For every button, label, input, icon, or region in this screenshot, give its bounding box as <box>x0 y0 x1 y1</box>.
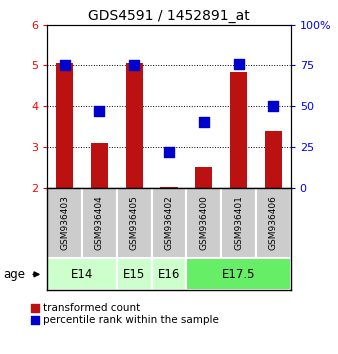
Bar <box>221 188 256 258</box>
Point <box>166 149 172 155</box>
Text: age: age <box>3 268 25 281</box>
Bar <box>265 131 282 188</box>
Point <box>62 63 67 68</box>
Bar <box>186 188 221 258</box>
Point <box>97 108 102 114</box>
Bar <box>82 188 117 258</box>
Text: E16: E16 <box>158 268 180 281</box>
Text: E14: E14 <box>71 268 93 281</box>
Point <box>131 63 137 68</box>
Bar <box>195 167 213 188</box>
Text: GSM936404: GSM936404 <box>95 196 104 250</box>
Text: GSM936405: GSM936405 <box>130 195 139 251</box>
Text: GSM936406: GSM936406 <box>269 195 278 251</box>
Bar <box>117 188 152 258</box>
Bar <box>256 188 291 258</box>
Bar <box>117 258 152 290</box>
Point <box>201 120 207 125</box>
Bar <box>56 63 73 188</box>
Bar <box>47 188 82 258</box>
Text: E17.5: E17.5 <box>222 268 255 281</box>
Bar <box>186 258 291 290</box>
Bar <box>91 143 108 188</box>
Text: GSM936403: GSM936403 <box>60 195 69 251</box>
Point <box>236 61 241 67</box>
Bar <box>125 63 143 188</box>
Text: GDS4591 / 1452891_at: GDS4591 / 1452891_at <box>88 9 250 23</box>
Bar <box>152 188 186 258</box>
Text: GSM936401: GSM936401 <box>234 195 243 251</box>
Bar <box>152 258 186 290</box>
Bar <box>160 187 178 188</box>
Point <box>271 103 276 109</box>
Bar <box>47 258 117 290</box>
Text: E15: E15 <box>123 268 145 281</box>
Bar <box>230 72 247 188</box>
Text: GSM936400: GSM936400 <box>199 195 208 251</box>
Text: GSM936402: GSM936402 <box>165 196 173 250</box>
Legend: transformed count, percentile rank within the sample: transformed count, percentile rank withi… <box>32 303 219 325</box>
